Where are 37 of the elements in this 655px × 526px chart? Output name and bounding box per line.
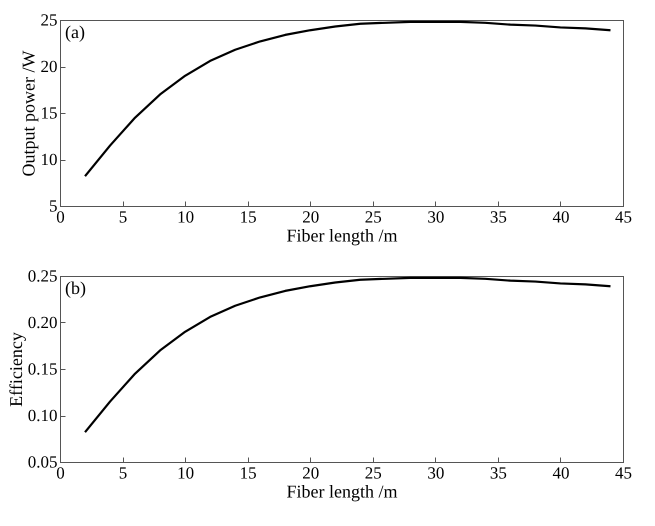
- x-tick-label: 35: [490, 208, 507, 226]
- y-axis-title: Efficiency: [6, 332, 26, 407]
- x-tick-label: 25: [364, 464, 382, 482]
- y-axis-title: Output power /W: [18, 50, 38, 176]
- x-tick-label: 30: [427, 208, 444, 226]
- y-tick-label: 25: [40, 10, 58, 30]
- x-tick-label: 20: [302, 208, 320, 226]
- x-tick-label: 30: [427, 464, 444, 482]
- line-series: [84, 20, 612, 178]
- x-axis-title: Fiber length /m: [286, 226, 398, 246]
- y-tick-label: 15: [40, 104, 58, 122]
- x-tick-label: 10: [177, 464, 194, 482]
- line-series: [84, 276, 612, 434]
- y-tick-label: 0.15: [28, 360, 58, 378]
- x-tick-label: 10: [177, 208, 194, 226]
- x-tick-label: 0: [56, 464, 65, 482]
- annotation: (b): [65, 278, 86, 298]
- x-tick-label: 45: [615, 208, 632, 226]
- y-tick-label: 10: [40, 150, 58, 169]
- x-tick-label: 20: [302, 464, 320, 482]
- x-tick-label: 15: [240, 464, 257, 482]
- x-tick-label: 0: [56, 208, 65, 226]
- y-tick-label: 0.25: [28, 266, 58, 286]
- y-tick-label: 0.20: [28, 313, 58, 332]
- x-tick-label: 15: [240, 208, 257, 226]
- x-tick-label: 25: [364, 208, 382, 226]
- x-tick-label: 45: [615, 464, 632, 482]
- x-tick-label: 35: [490, 464, 507, 482]
- x-tick-label: 40: [552, 208, 570, 226]
- x-tick-label: 40: [552, 464, 570, 482]
- y-tick-label: 20: [40, 57, 58, 76]
- x-axis-title: Fiber length /m: [286, 482, 398, 502]
- x-tick-label: 5: [118, 208, 128, 226]
- y-tick-label: 0.10: [28, 406, 58, 425]
- annotation: (a): [65, 22, 85, 42]
- x-tick-label: 5: [118, 464, 128, 482]
- y-tick-label: 0.05: [28, 452, 58, 472]
